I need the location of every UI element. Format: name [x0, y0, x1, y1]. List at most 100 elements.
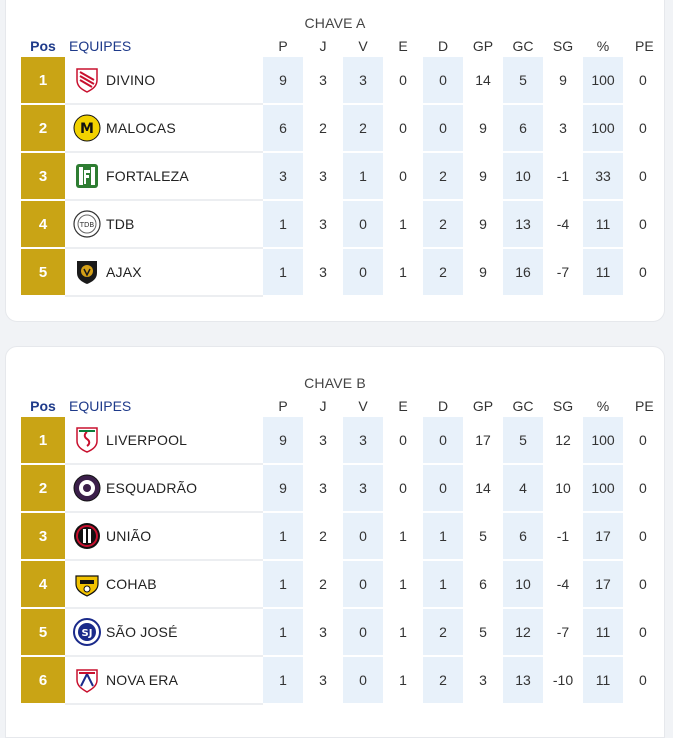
position-cell: 3 [21, 512, 65, 561]
pe-cell: 0 [623, 464, 663, 513]
team-cell[interactable]: SJ SÃO JOSÉ [65, 608, 263, 657]
header-pe[interactable]: PE [635, 398, 654, 414]
games-cell: 3 [303, 417, 343, 465]
standings-table-b: Pos EQUIPES P J V E D GP GC SG % PE 1 LIV… [21, 395, 663, 705]
goal-diff-cell: 12 [543, 417, 583, 465]
cohab-crest-icon [73, 570, 101, 598]
losses-cell: 1 [423, 512, 463, 561]
header-wins[interactable]: V [358, 38, 368, 54]
group-card-a: CHAVE A Pos EQUIPES P J V E D GP GC SG %… [5, 0, 665, 322]
liverpool-crest-icon [73, 426, 101, 454]
wins-cell: 3 [343, 417, 383, 465]
team-cell[interactable]: ESQUADRÃO [65, 464, 263, 513]
team-name[interactable]: FORTALEZA [106, 168, 189, 184]
goals-against-cell: 13 [503, 656, 543, 705]
draws-cell: 1 [383, 560, 423, 609]
wins-cell: 3 [343, 57, 383, 105]
team-cell[interactable]: UNIÃO [65, 512, 263, 561]
group-title: CHAVE B [304, 375, 366, 391]
team-name[interactable]: SÃO JOSÉ [106, 624, 178, 640]
table-row[interactable]: 4 COHAB 1 2 0 1 1 6 10 -4 17 0 [21, 560, 663, 609]
losses-cell: 2 [423, 608, 463, 657]
header-goals-against[interactable]: GC [512, 38, 534, 54]
table-row[interactable]: 1 DIVINO 9 3 3 0 0 14 5 9 100 0 [21, 57, 663, 105]
header-pos[interactable]: Pos [30, 38, 56, 54]
table-row[interactable]: 3 FORTALEZA 3 3 1 0 2 9 10 -1 33 0 [21, 152, 663, 201]
losses-cell: 2 [423, 248, 463, 297]
team-name[interactable]: MALOCAS [106, 120, 176, 136]
team-name[interactable]: NOVA ERA [106, 672, 179, 688]
team-cell[interactable]: M MALOCAS [65, 104, 263, 153]
goals-against-cell: 5 [503, 417, 543, 465]
table-row[interactable]: 4 TDB TDB 1 3 0 1 2 9 13 -4 11 0 [21, 200, 663, 249]
pe-cell: 0 [623, 57, 663, 105]
points-cell: 9 [263, 57, 303, 105]
draws-cell: 1 [383, 200, 423, 249]
ajax-crest-icon [73, 258, 101, 286]
svg-text:M: M [80, 121, 94, 137]
team-cell[interactable]: AJAX [65, 248, 263, 297]
header-points[interactable]: P [278, 38, 288, 54]
wins-cell: 0 [343, 560, 383, 609]
table-row[interactable]: 3 UNIÃO 1 2 0 1 1 5 6 -1 17 0 [21, 512, 663, 561]
table-row[interactable]: 1 LIVERPOOL 9 3 3 0 0 17 5 12 100 0 [21, 417, 663, 465]
table-row[interactable]: 5 SJ SÃO JOSÉ 1 3 0 1 2 5 12 -7 11 0 [21, 608, 663, 657]
losses-cell: 2 [423, 200, 463, 249]
team-cell[interactable]: COHAB [65, 560, 263, 609]
header-wins[interactable]: V [358, 398, 368, 414]
header-percent[interactable]: % [596, 38, 610, 54]
team-name[interactable]: LIVERPOOL [106, 432, 188, 448]
standings-table-a: Pos EQUIPES P J V E D GP GC SG % PE 1 DIV… [21, 35, 663, 297]
table-row[interactable]: 2 M MALOCAS 6 2 2 0 0 9 6 3 100 0 [21, 104, 663, 153]
team-name[interactable]: COHAB [106, 576, 157, 592]
svg-text:SJ: SJ [82, 628, 93, 639]
header-games[interactable]: J [319, 38, 327, 54]
table-row[interactable]: 5 AJAX 1 3 0 1 2 9 16 -7 11 0 [21, 248, 663, 297]
draws-cell: 0 [383, 57, 423, 105]
header-draws[interactable]: E [398, 398, 408, 414]
team-cell[interactable]: DIVINO [65, 57, 263, 105]
header-draws[interactable]: E [398, 38, 408, 54]
percent-cell: 11 [583, 656, 623, 705]
team-cell[interactable]: TDB TDB [65, 200, 263, 249]
header-goals-against[interactable]: GC [512, 398, 534, 414]
goal-diff-cell: -1 [543, 512, 583, 561]
header-losses[interactable]: D [437, 398, 449, 414]
wins-cell: 2 [343, 104, 383, 153]
team-name[interactable]: ESQUADRÃO [106, 480, 198, 496]
header-team[interactable]: EQUIPES [69, 398, 132, 414]
header-pe[interactable]: PE [635, 38, 654, 54]
header-goals-for[interactable]: GP [472, 38, 494, 54]
header-percent[interactable]: % [596, 398, 610, 414]
team-name[interactable]: UNIÃO [106, 528, 152, 544]
team-cell[interactable]: LIVERPOOL [65, 417, 263, 465]
team-cell[interactable]: NOVA ERA [65, 656, 263, 705]
position-cell: 1 [21, 57, 65, 105]
table-row[interactable]: 6 NOVA ERA 1 3 0 1 2 3 13 -10 11 0 [21, 656, 663, 705]
games-cell: 3 [303, 57, 343, 105]
team-name[interactable]: AJAX [106, 264, 142, 280]
header-losses[interactable]: D [437, 38, 449, 54]
percent-cell: 11 [583, 200, 623, 249]
games-cell: 2 [303, 104, 343, 153]
pe-cell: 0 [623, 200, 663, 249]
wins-cell: 0 [343, 608, 383, 657]
header-goal-diff[interactable]: SG [552, 38, 574, 54]
header-points[interactable]: P [278, 398, 288, 414]
header-pos[interactable]: Pos [30, 398, 56, 414]
losses-cell: 0 [423, 417, 463, 465]
table-row[interactable]: 2 ESQUADRÃO 9 3 3 0 0 14 4 10 100 0 [21, 464, 663, 513]
header-team[interactable]: EQUIPES [69, 38, 132, 54]
team-cell[interactable]: FORTALEZA [65, 152, 263, 201]
group-card-b: CHAVE B Pos EQUIPES P J V E D GP GC SG %… [5, 346, 665, 738]
goals-for-cell: 9 [463, 200, 503, 249]
group-title: CHAVE A [304, 15, 366, 31]
header-goals-for[interactable]: GP [472, 398, 494, 414]
points-cell: 3 [263, 152, 303, 201]
team-name[interactable]: TDB [106, 216, 135, 232]
team-name[interactable]: DIVINO [106, 72, 156, 88]
header-goal-diff[interactable]: SG [552, 398, 574, 414]
points-cell: 1 [263, 248, 303, 297]
goals-for-cell: 14 [463, 57, 503, 105]
header-games[interactable]: J [319, 398, 327, 414]
